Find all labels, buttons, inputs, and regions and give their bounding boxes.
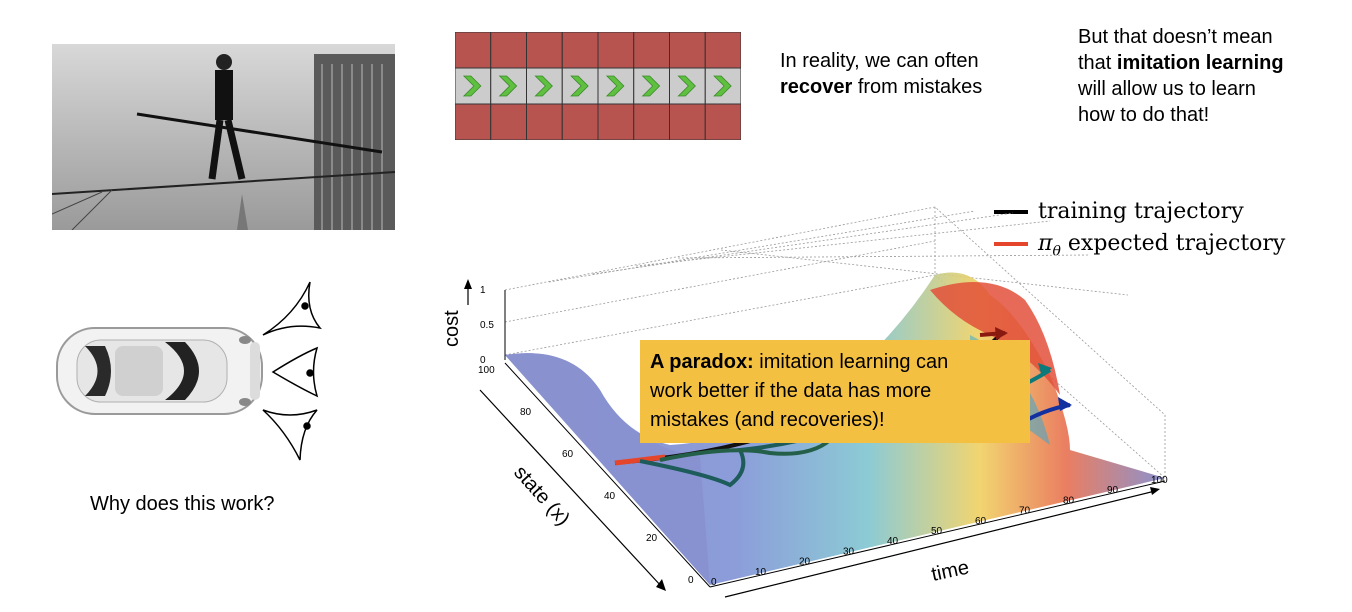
legend-expected-label: expected trajectory bbox=[1060, 231, 1286, 256]
grid-cell-path bbox=[490, 67, 527, 105]
legend-expected: πθ expected trajectory bbox=[994, 228, 1344, 267]
callout-line1-text: imitation learning can bbox=[753, 351, 949, 373]
chevron-right-icon bbox=[498, 75, 518, 97]
y-tick-label: 20 bbox=[646, 533, 658, 544]
grid-cell-wall bbox=[454, 103, 492, 141]
grid-cell-wall bbox=[561, 31, 599, 69]
grid-cell-path bbox=[526, 67, 563, 105]
paradox-callout: A paradox: imitation learning can work b… bbox=[640, 340, 1030, 443]
imitation-line4: how to do that! bbox=[1078, 104, 1210, 126]
recover-rest: from mistakes bbox=[852, 76, 983, 98]
grid-cell-wall bbox=[597, 31, 635, 69]
camera-icon bbox=[262, 281, 322, 461]
imitation-bold: imitation learning bbox=[1116, 52, 1284, 74]
grid-cell-wall bbox=[704, 31, 742, 69]
callout-bold: A paradox: bbox=[650, 351, 754, 373]
grid-cell-wall bbox=[526, 103, 563, 141]
x-axis-label: time bbox=[929, 557, 971, 586]
z-axis-label: cost bbox=[441, 310, 463, 347]
x-tick-label: 70 bbox=[1019, 506, 1031, 517]
z-tick-label: 1 bbox=[480, 285, 486, 296]
x-tick-label: 20 bbox=[799, 557, 811, 568]
car-caption: Why does this work? bbox=[90, 493, 275, 515]
y-tick-label: 80 bbox=[520, 407, 532, 418]
grid-cell-wall bbox=[597, 103, 635, 141]
car-illustration bbox=[55, 280, 355, 465]
x-tick-label: 50 bbox=[931, 526, 943, 537]
tightrope-photo bbox=[51, 44, 396, 231]
legend-training-label: training trajectory bbox=[1038, 199, 1244, 224]
imitation-line2: that imitation learning bbox=[1078, 50, 1348, 76]
grid-cell-wall bbox=[633, 103, 670, 141]
grid-cell-path bbox=[454, 67, 492, 105]
grid-cell-wall bbox=[704, 103, 742, 141]
callout-line2: work better if the data has more bbox=[650, 380, 932, 402]
grid-cell-wall bbox=[490, 103, 527, 141]
recover-text: In reality, we can often recover from mi… bbox=[780, 48, 1060, 100]
imitation-line1: But that doesn’t mean bbox=[1078, 26, 1273, 48]
grid-cell-wall bbox=[669, 103, 706, 141]
chevron-right-icon bbox=[641, 75, 661, 97]
callout-line3: mistakes (and recoveries)! bbox=[650, 409, 885, 431]
legend-red-swatch bbox=[994, 242, 1028, 246]
imitation-text: But that doesn’t mean that imitation lea… bbox=[1078, 24, 1348, 128]
chevron-right-icon bbox=[570, 75, 589, 97]
grid-cell-wall bbox=[454, 31, 492, 69]
y-tick-label: 40 bbox=[604, 491, 616, 502]
expected-trajectory bbox=[614, 454, 666, 466]
legend-black-swatch bbox=[994, 210, 1028, 214]
x-tick-label: 80 bbox=[1063, 495, 1075, 506]
chevron-right-icon bbox=[605, 75, 625, 97]
state-grid bbox=[454, 31, 742, 141]
x-tick-label: 10 bbox=[755, 567, 767, 578]
grid-cell-path bbox=[669, 67, 706, 105]
y-tick-label: 100 bbox=[478, 365, 495, 376]
grid-cell-wall bbox=[669, 31, 706, 69]
chevron-right-icon bbox=[677, 75, 696, 97]
grid-cell-wall bbox=[561, 103, 599, 141]
recover-line1: In reality, we can often bbox=[780, 50, 979, 72]
x-axis-arrow bbox=[724, 490, 1156, 598]
callout-line1: A paradox: imitation learning can bbox=[650, 348, 1020, 377]
chevron-right-icon bbox=[534, 75, 553, 97]
car-icon bbox=[56, 327, 263, 415]
legend-training: training trajectory bbox=[994, 196, 1344, 228]
grid-cell-wall bbox=[490, 31, 527, 69]
recover-line2: recover from mistakes bbox=[780, 74, 1060, 100]
grid-cell-path bbox=[561, 67, 599, 105]
grid-cell-path bbox=[704, 67, 742, 105]
grid-cell-path bbox=[597, 67, 635, 105]
y-axis-arrow bbox=[479, 389, 663, 588]
z-tick-label: 0 bbox=[480, 355, 486, 366]
grid-cell-wall bbox=[633, 31, 670, 69]
y-tick-label: 0 bbox=[688, 575, 694, 586]
grid-cell-wall bbox=[526, 31, 563, 69]
legend: training trajectory πθ expected trajecto… bbox=[994, 196, 1344, 267]
x-tick-label: 60 bbox=[975, 516, 987, 527]
imitation-pre: that bbox=[1078, 52, 1117, 74]
legend-theta: θ bbox=[1052, 243, 1061, 260]
imitation-line3: will allow us to learn bbox=[1078, 78, 1256, 100]
grid-cell-path bbox=[633, 67, 670, 105]
z-tick-label: 0.5 bbox=[480, 320, 494, 331]
recovery-path-2 bbox=[659, 438, 832, 462]
legend-pi: π bbox=[1038, 231, 1053, 256]
y-axis-label: state (x) bbox=[509, 462, 574, 530]
x-tick-label: 30 bbox=[843, 546, 855, 557]
y-tick-label: 60 bbox=[562, 449, 574, 460]
chevron-right-icon bbox=[713, 75, 732, 97]
x-tick-label: 0 bbox=[711, 577, 717, 588]
x-tick-label: 40 bbox=[887, 536, 899, 547]
chevron-right-icon bbox=[462, 75, 482, 97]
x-tick-label: 100 bbox=[1151, 475, 1168, 486]
recover-bold: recover bbox=[780, 76, 853, 98]
x-tick-label: 90 bbox=[1107, 485, 1119, 496]
